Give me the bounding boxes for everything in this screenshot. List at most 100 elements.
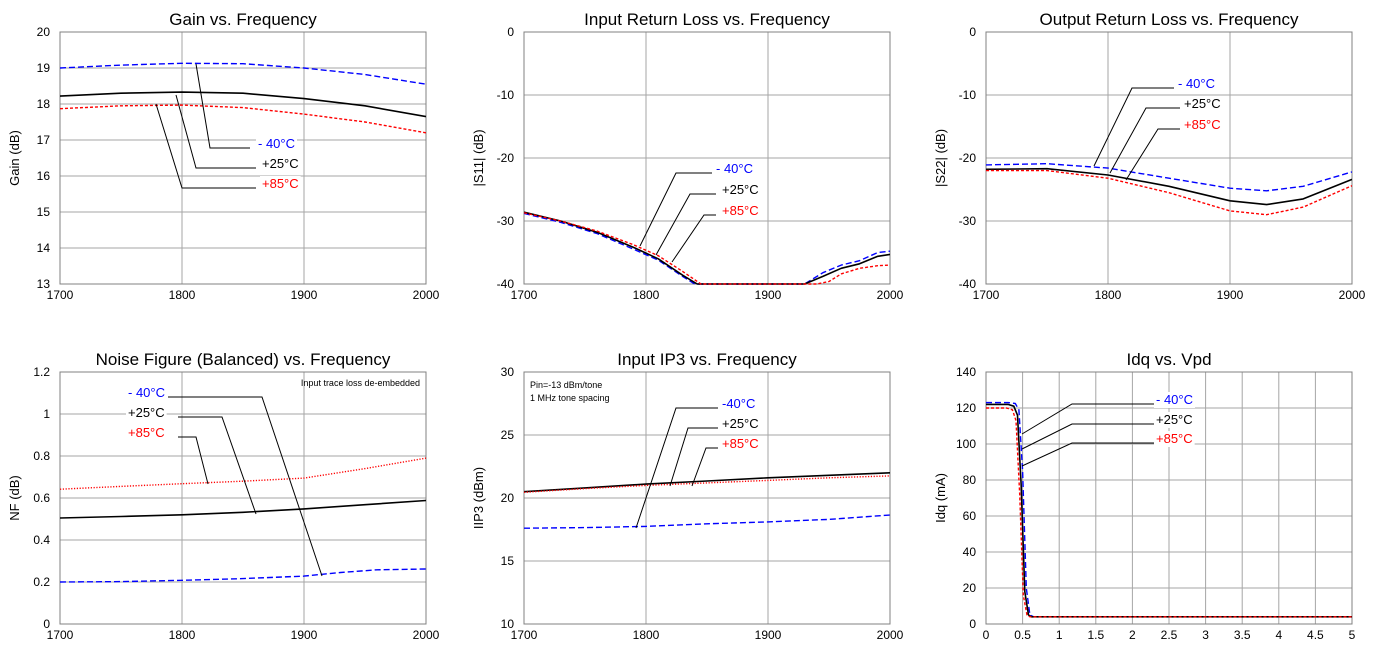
legend-label-bg (1154, 392, 1195, 408)
legend-label-bg (256, 136, 297, 152)
x-tick-label: 2000 (877, 628, 904, 642)
legend-leader-line (691, 447, 718, 487)
x-tick-label: 1900 (755, 288, 782, 302)
x-tick-label: 1900 (1217, 288, 1244, 302)
y-tick-label: 40 (963, 545, 977, 559)
y-tick-label: 60 (963, 509, 977, 523)
legend-label-40-c: - 40°C (716, 161, 753, 176)
legend-label-bg (126, 385, 167, 401)
y-tick-label: -30 (959, 214, 977, 228)
legend-label-bg (1154, 431, 1195, 447)
legend-leader-line (1021, 442, 1154, 467)
legend-label-85-c: +85°C (1184, 117, 1221, 132)
series-line-40-c (986, 401, 1352, 618)
y-axis-label: |S22| (dB) (933, 129, 948, 187)
x-tick-label: 4.5 (1307, 628, 1324, 642)
legend-leader-line (178, 436, 209, 485)
y-tick-label: 14 (37, 241, 51, 255)
series-line-40-c (524, 514, 890, 529)
y-tick-label: 18 (37, 97, 51, 111)
y-tick-label: -10 (959, 88, 977, 102)
x-tick-label: 2000 (877, 288, 904, 302)
x-tick-label: 2000 (1339, 288, 1366, 302)
legend-label-25-c: +25°C (128, 405, 165, 420)
x-tick-label: 1900 (291, 628, 318, 642)
y-tick-label: -40 (497, 277, 515, 291)
y-tick-label: 80 (963, 473, 977, 487)
legend-label-25-c: +25°C (722, 416, 759, 431)
y-tick-label: 0 (969, 617, 976, 631)
legend-label-25-c: +25°C (722, 182, 759, 197)
legend-label-85-c: +85°C (262, 176, 299, 191)
legend-leader-line (1021, 403, 1154, 435)
x-tick-label: 1800 (633, 288, 660, 302)
y-tick-label: 1 (43, 407, 50, 421)
plot-area (523, 371, 891, 625)
series-line-25-c (60, 499, 426, 519)
y-tick-label: -20 (959, 151, 977, 165)
series-line-25-c (986, 167, 1352, 206)
x-tick-label: 0.5 (1014, 628, 1031, 642)
legend-label-bg (720, 396, 758, 412)
chart-title: Idq vs. Vpd (1126, 350, 1211, 369)
legend-label-40-c: - 40°C (128, 385, 165, 400)
y-tick-label: 0.8 (33, 449, 50, 463)
y-axis-label: |S11| (dB) (471, 129, 486, 186)
legend-label-40-c: -40°C (722, 396, 755, 411)
x-tick-label: 1.5 (1087, 628, 1104, 642)
chart-1-gain-vs-frequency: Gain vs. Frequency Gain (dB) 1700 1800 1900 2… (7, 10, 440, 302)
legend-leader-line (168, 396, 323, 577)
legend-label-85-c: +85°C (722, 203, 759, 218)
y-tick-label: 16 (37, 169, 51, 183)
legend-label-25-c: +25°C (1156, 412, 1193, 427)
y-tick-label: -30 (497, 214, 515, 228)
x-tick-label: 1900 (755, 628, 782, 642)
plot-area (59, 371, 427, 625)
x-tick-label: 3.5 (1234, 628, 1251, 642)
chart-annotation: 1 MHz tone spacing (530, 393, 610, 403)
y-tick-label: -40 (959, 277, 977, 291)
legend-leader-line (195, 63, 250, 149)
y-tick-label: 30 (501, 365, 515, 379)
y-tick-label: 0.2 (33, 575, 50, 589)
x-tick-label: 1700 (973, 288, 1000, 302)
x-tick-label: 1800 (633, 628, 660, 642)
chart-title: Input Return Loss vs. Frequency (584, 10, 830, 29)
series-line-40-c (524, 212, 890, 285)
y-tick-label: 20 (963, 581, 977, 595)
series-line-85-c (986, 169, 1352, 216)
legend-label-25-c: +25°C (1184, 96, 1221, 111)
legend-label-40-c: - 40°C (1178, 76, 1215, 91)
y-tick-label: 1.2 (33, 365, 50, 379)
series-line-85-c (524, 475, 890, 493)
legend-leader-line (1109, 107, 1180, 174)
legend-leader-line (1021, 423, 1154, 450)
legend-label-85-c: +85°C (128, 425, 165, 440)
series-line-25-c (524, 472, 890, 493)
y-tick-label: 140 (956, 365, 976, 379)
x-tick-label: 1700 (47, 288, 74, 302)
y-tick-label: 20 (501, 491, 515, 505)
legend-label-85-c: +85°C (722, 436, 759, 451)
legend-leader-line (671, 214, 716, 263)
y-tick-label: -10 (497, 88, 515, 102)
x-tick-label: 1700 (511, 628, 538, 642)
legend-label-bg (260, 176, 301, 192)
legend-label-bg (260, 156, 301, 172)
series-line-85-c (524, 212, 890, 285)
chart-title: Gain vs. Frequency (169, 10, 317, 29)
x-tick-label: 2000 (413, 628, 440, 642)
series-line-25-c (524, 211, 890, 285)
y-tick-label: 100 (956, 437, 976, 451)
legend-label-bg (1182, 117, 1223, 133)
y-tick-label: -20 (497, 151, 515, 165)
y-tick-label: 13 (37, 277, 51, 291)
y-tick-label: 25 (501, 428, 515, 442)
y-tick-label: 0 (43, 617, 50, 631)
y-tick-label: 10 (501, 617, 515, 631)
y-tick-label: 17 (37, 133, 51, 147)
series-line-25-c (60, 91, 426, 118)
y-axis-label: Gain (dB) (7, 130, 22, 186)
legend-label-bg (126, 405, 167, 421)
